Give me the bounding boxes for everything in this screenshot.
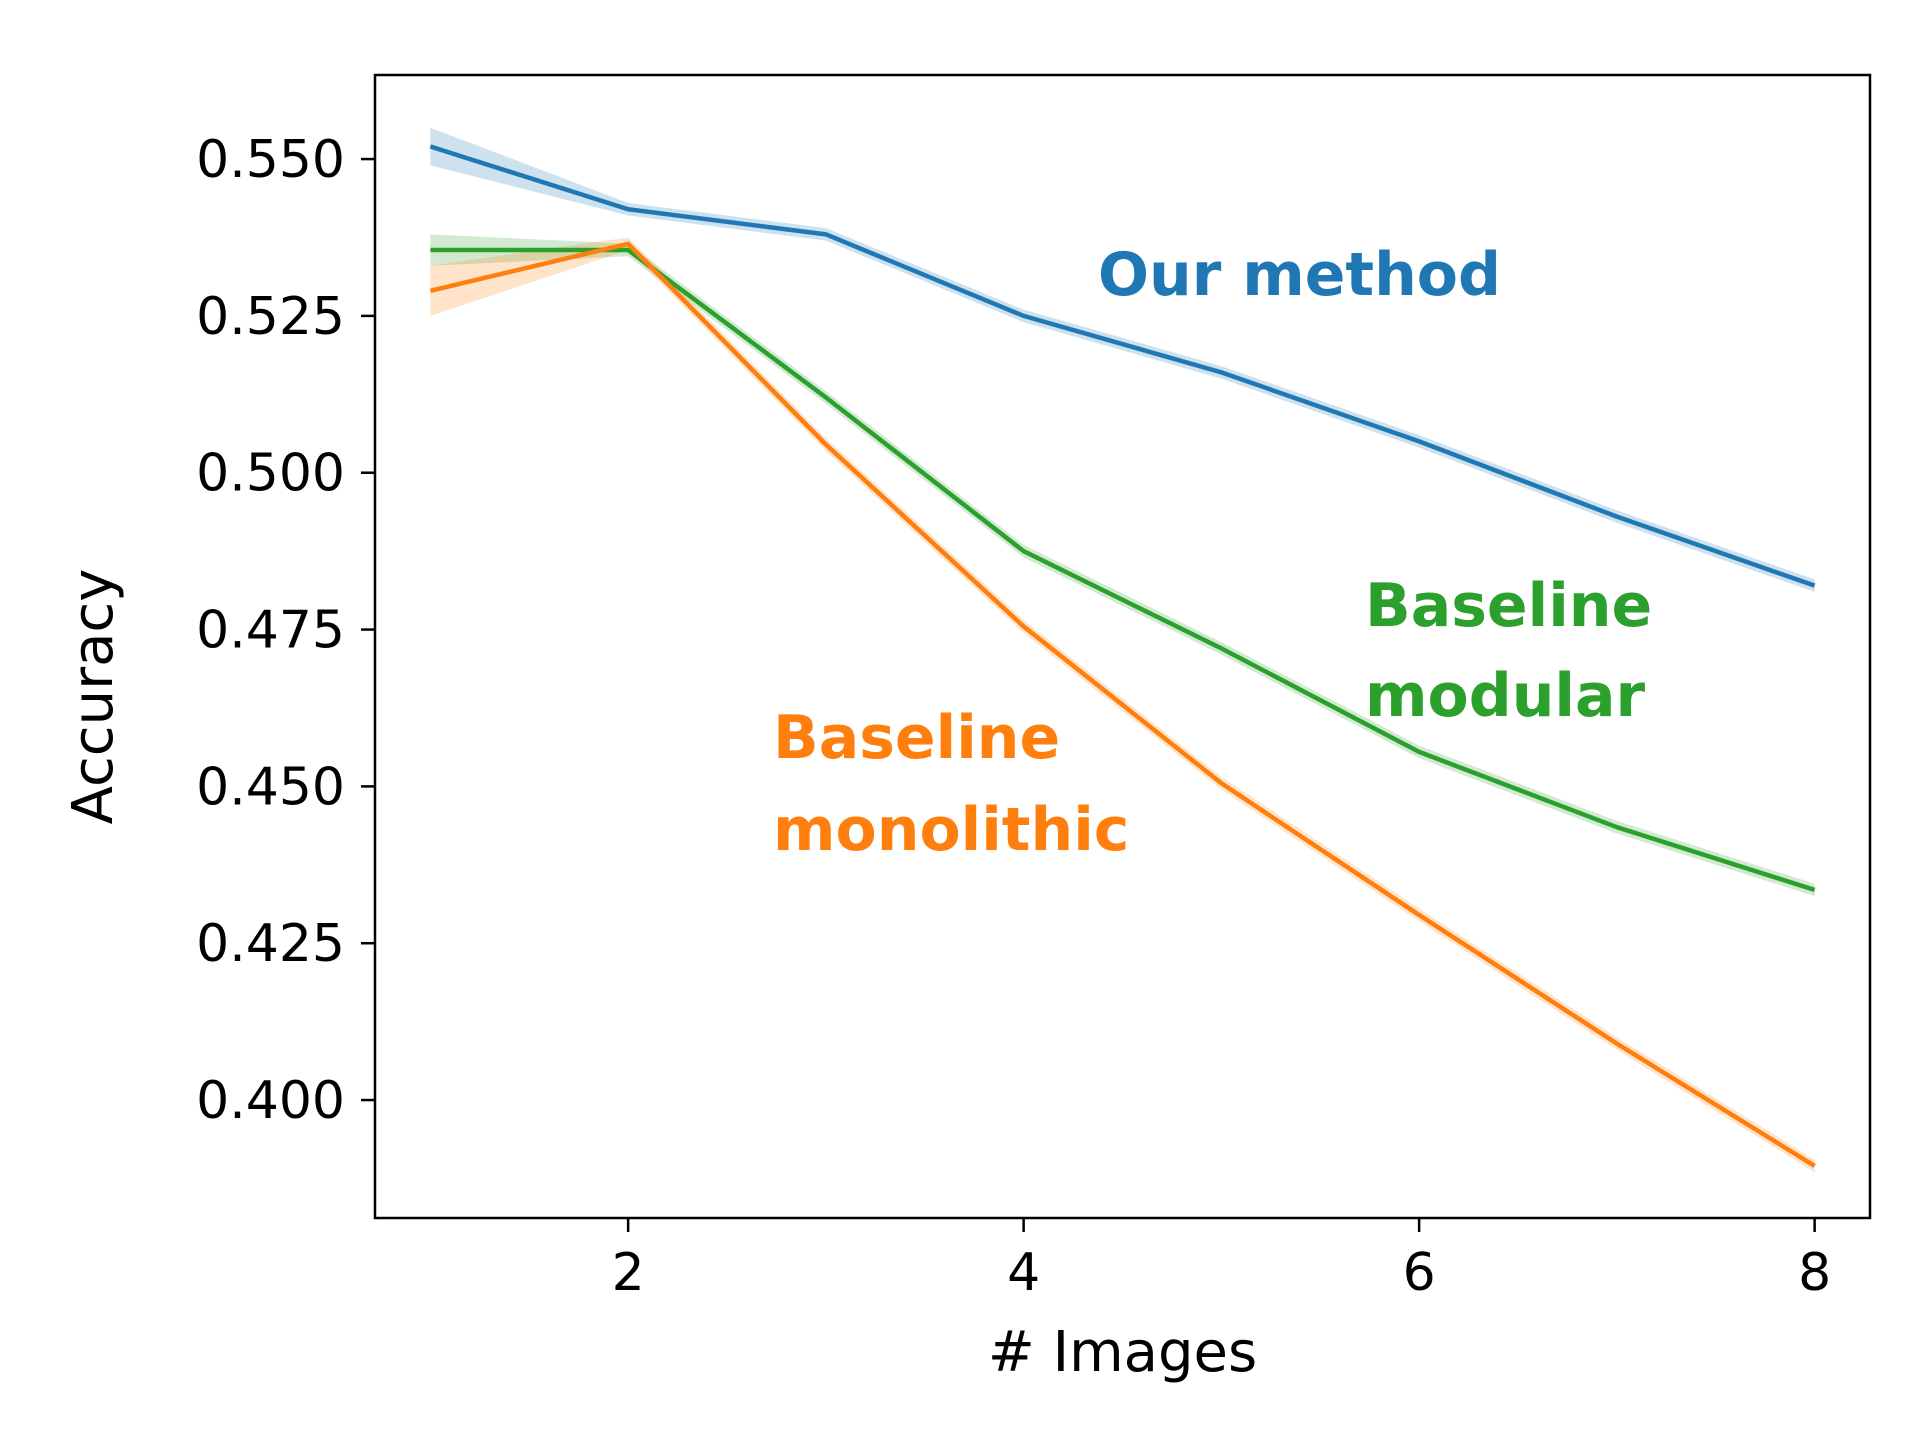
series-line-2 (429, 241, 1816, 1168)
y-axis-label: Accuracy (61, 569, 126, 825)
y-tick-label: 0.450 (196, 757, 345, 817)
series-label-1: Baseline (1365, 571, 1652, 641)
x-tick-label: 6 (1403, 1243, 1436, 1303)
series-label-0: Our method (1098, 240, 1501, 310)
y-tick-label: 0.500 (196, 444, 345, 504)
series-lines (429, 144, 1816, 1168)
x-tick-label: 2 (612, 1243, 645, 1303)
series-label-1: modular (1365, 661, 1645, 731)
x-axis-label: # Images (988, 1320, 1257, 1385)
series-label-2: Baseline (773, 703, 1060, 773)
series-label-2: monolithic (773, 795, 1129, 865)
confidence-band-0 (430, 127, 1815, 592)
y-tick-label: 0.425 (196, 914, 345, 974)
series-labels: Our method Baseline modular Baseline monolit… (773, 240, 1652, 865)
y-tick-label: 0.400 (196, 1071, 345, 1131)
series-line-0 (429, 144, 1816, 588)
x-tick-label: 4 (1007, 1243, 1040, 1303)
x-tick-label: 8 (1798, 1243, 1831, 1303)
y-axis-ticks: 0.400 0.425 0.450 0.475 0.500 0.525 0.550 (196, 130, 375, 1131)
x-axis-ticks: 2 4 6 8 (612, 1218, 1831, 1303)
y-tick-label: 0.475 (196, 601, 345, 661)
y-tick-label: 0.550 (196, 130, 345, 190)
plot-frame (373, 73, 1872, 1220)
y-tick-label: 0.525 (196, 287, 345, 347)
